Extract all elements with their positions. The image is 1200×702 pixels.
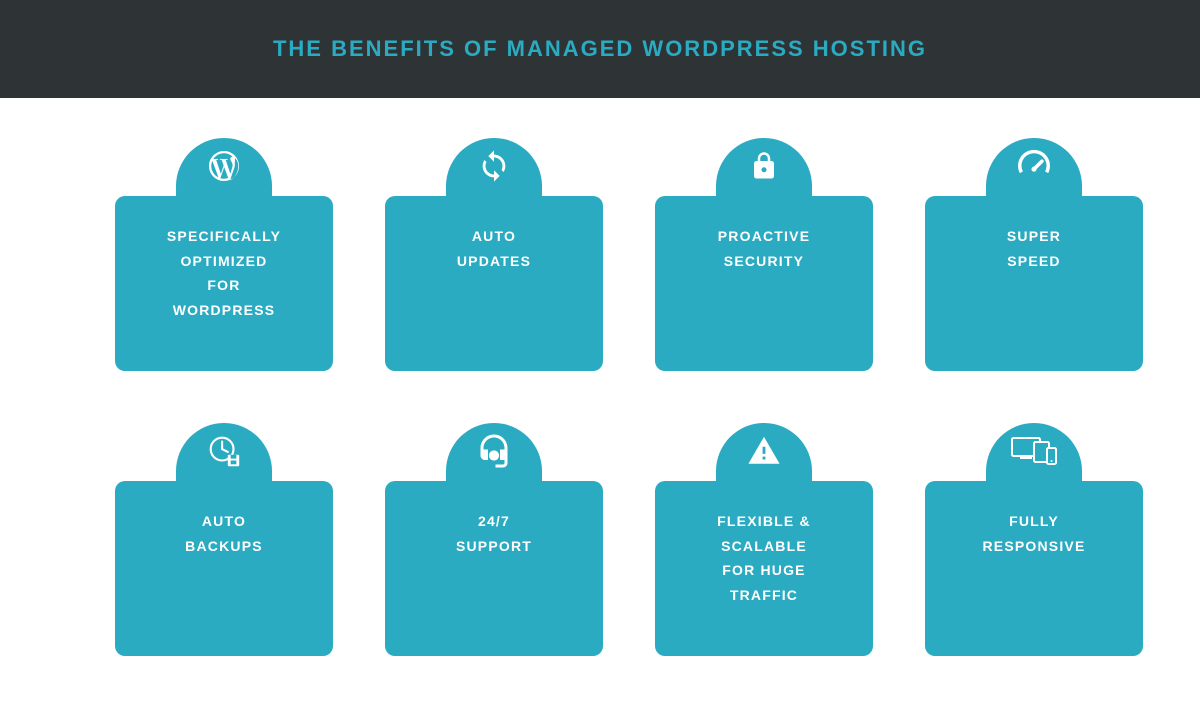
warning-icon	[745, 434, 783, 473]
benefit-card: SPECIFICALLY OPTIMIZED FOR WORDPRESS	[115, 138, 333, 371]
card-body: PROACTIVE SECURITY	[655, 196, 873, 371]
card-label: SUPER SPEED	[1007, 224, 1061, 273]
benefit-card: FLEXIBLE & SCALABLE FOR HUGE TRAFFIC	[655, 423, 873, 656]
card-label: AUTO BACKUPS	[185, 509, 263, 558]
refresh-icon	[477, 149, 511, 188]
card-label: PROACTIVE SECURITY	[718, 224, 810, 273]
devices-icon	[1010, 434, 1058, 473]
icon-tab	[446, 138, 542, 198]
card-body: SUPER SPEED	[925, 196, 1143, 371]
card-label: FLEXIBLE & SCALABLE FOR HUGE TRAFFIC	[717, 509, 811, 607]
benefit-card: PROACTIVE SECURITY	[655, 138, 873, 371]
icon-tab	[986, 138, 1082, 198]
benefit-card: SUPER SPEED	[925, 138, 1143, 371]
card-body: FLEXIBLE & SCALABLE FOR HUGE TRAFFIC	[655, 481, 873, 656]
speedometer-icon	[1015, 147, 1053, 190]
icon-tab	[176, 138, 272, 198]
icon-tab	[446, 423, 542, 483]
card-label: SPECIFICALLY OPTIMIZED FOR WORDPRESS	[167, 224, 281, 322]
icon-tab	[716, 423, 812, 483]
benefit-card: AUTO UPDATES	[385, 138, 603, 371]
card-body: 24/7 SUPPORT	[385, 481, 603, 656]
backup-clock-icon	[205, 432, 243, 475]
icon-tab	[176, 423, 272, 483]
card-label: FULLY RESPONSIVE	[982, 509, 1085, 558]
icon-tab	[716, 138, 812, 198]
benefits-grid: SPECIFICALLY OPTIMIZED FOR WORDPRESS AUT…	[0, 98, 1200, 696]
card-body: SPECIFICALLY OPTIMIZED FOR WORDPRESS	[115, 196, 333, 371]
card-body: AUTO UPDATES	[385, 196, 603, 371]
benefit-card: 24/7 SUPPORT	[385, 423, 603, 656]
wordpress-icon	[206, 148, 242, 189]
benefit-card: FULLY RESPONSIVE	[925, 423, 1143, 656]
headset-icon	[476, 433, 512, 474]
card-body: FULLY RESPONSIVE	[925, 481, 1143, 656]
header: THE BENEFITS OF MANAGED WORDPRESS HOSTIN…	[0, 0, 1200, 98]
lock-icon	[749, 149, 779, 188]
card-label: AUTO UPDATES	[457, 224, 531, 273]
icon-tab	[986, 423, 1082, 483]
card-label: 24/7 SUPPORT	[456, 509, 532, 558]
benefit-card: AUTO BACKUPS	[115, 423, 333, 656]
page-title: THE BENEFITS OF MANAGED WORDPRESS HOSTIN…	[273, 36, 927, 62]
card-body: AUTO BACKUPS	[115, 481, 333, 656]
